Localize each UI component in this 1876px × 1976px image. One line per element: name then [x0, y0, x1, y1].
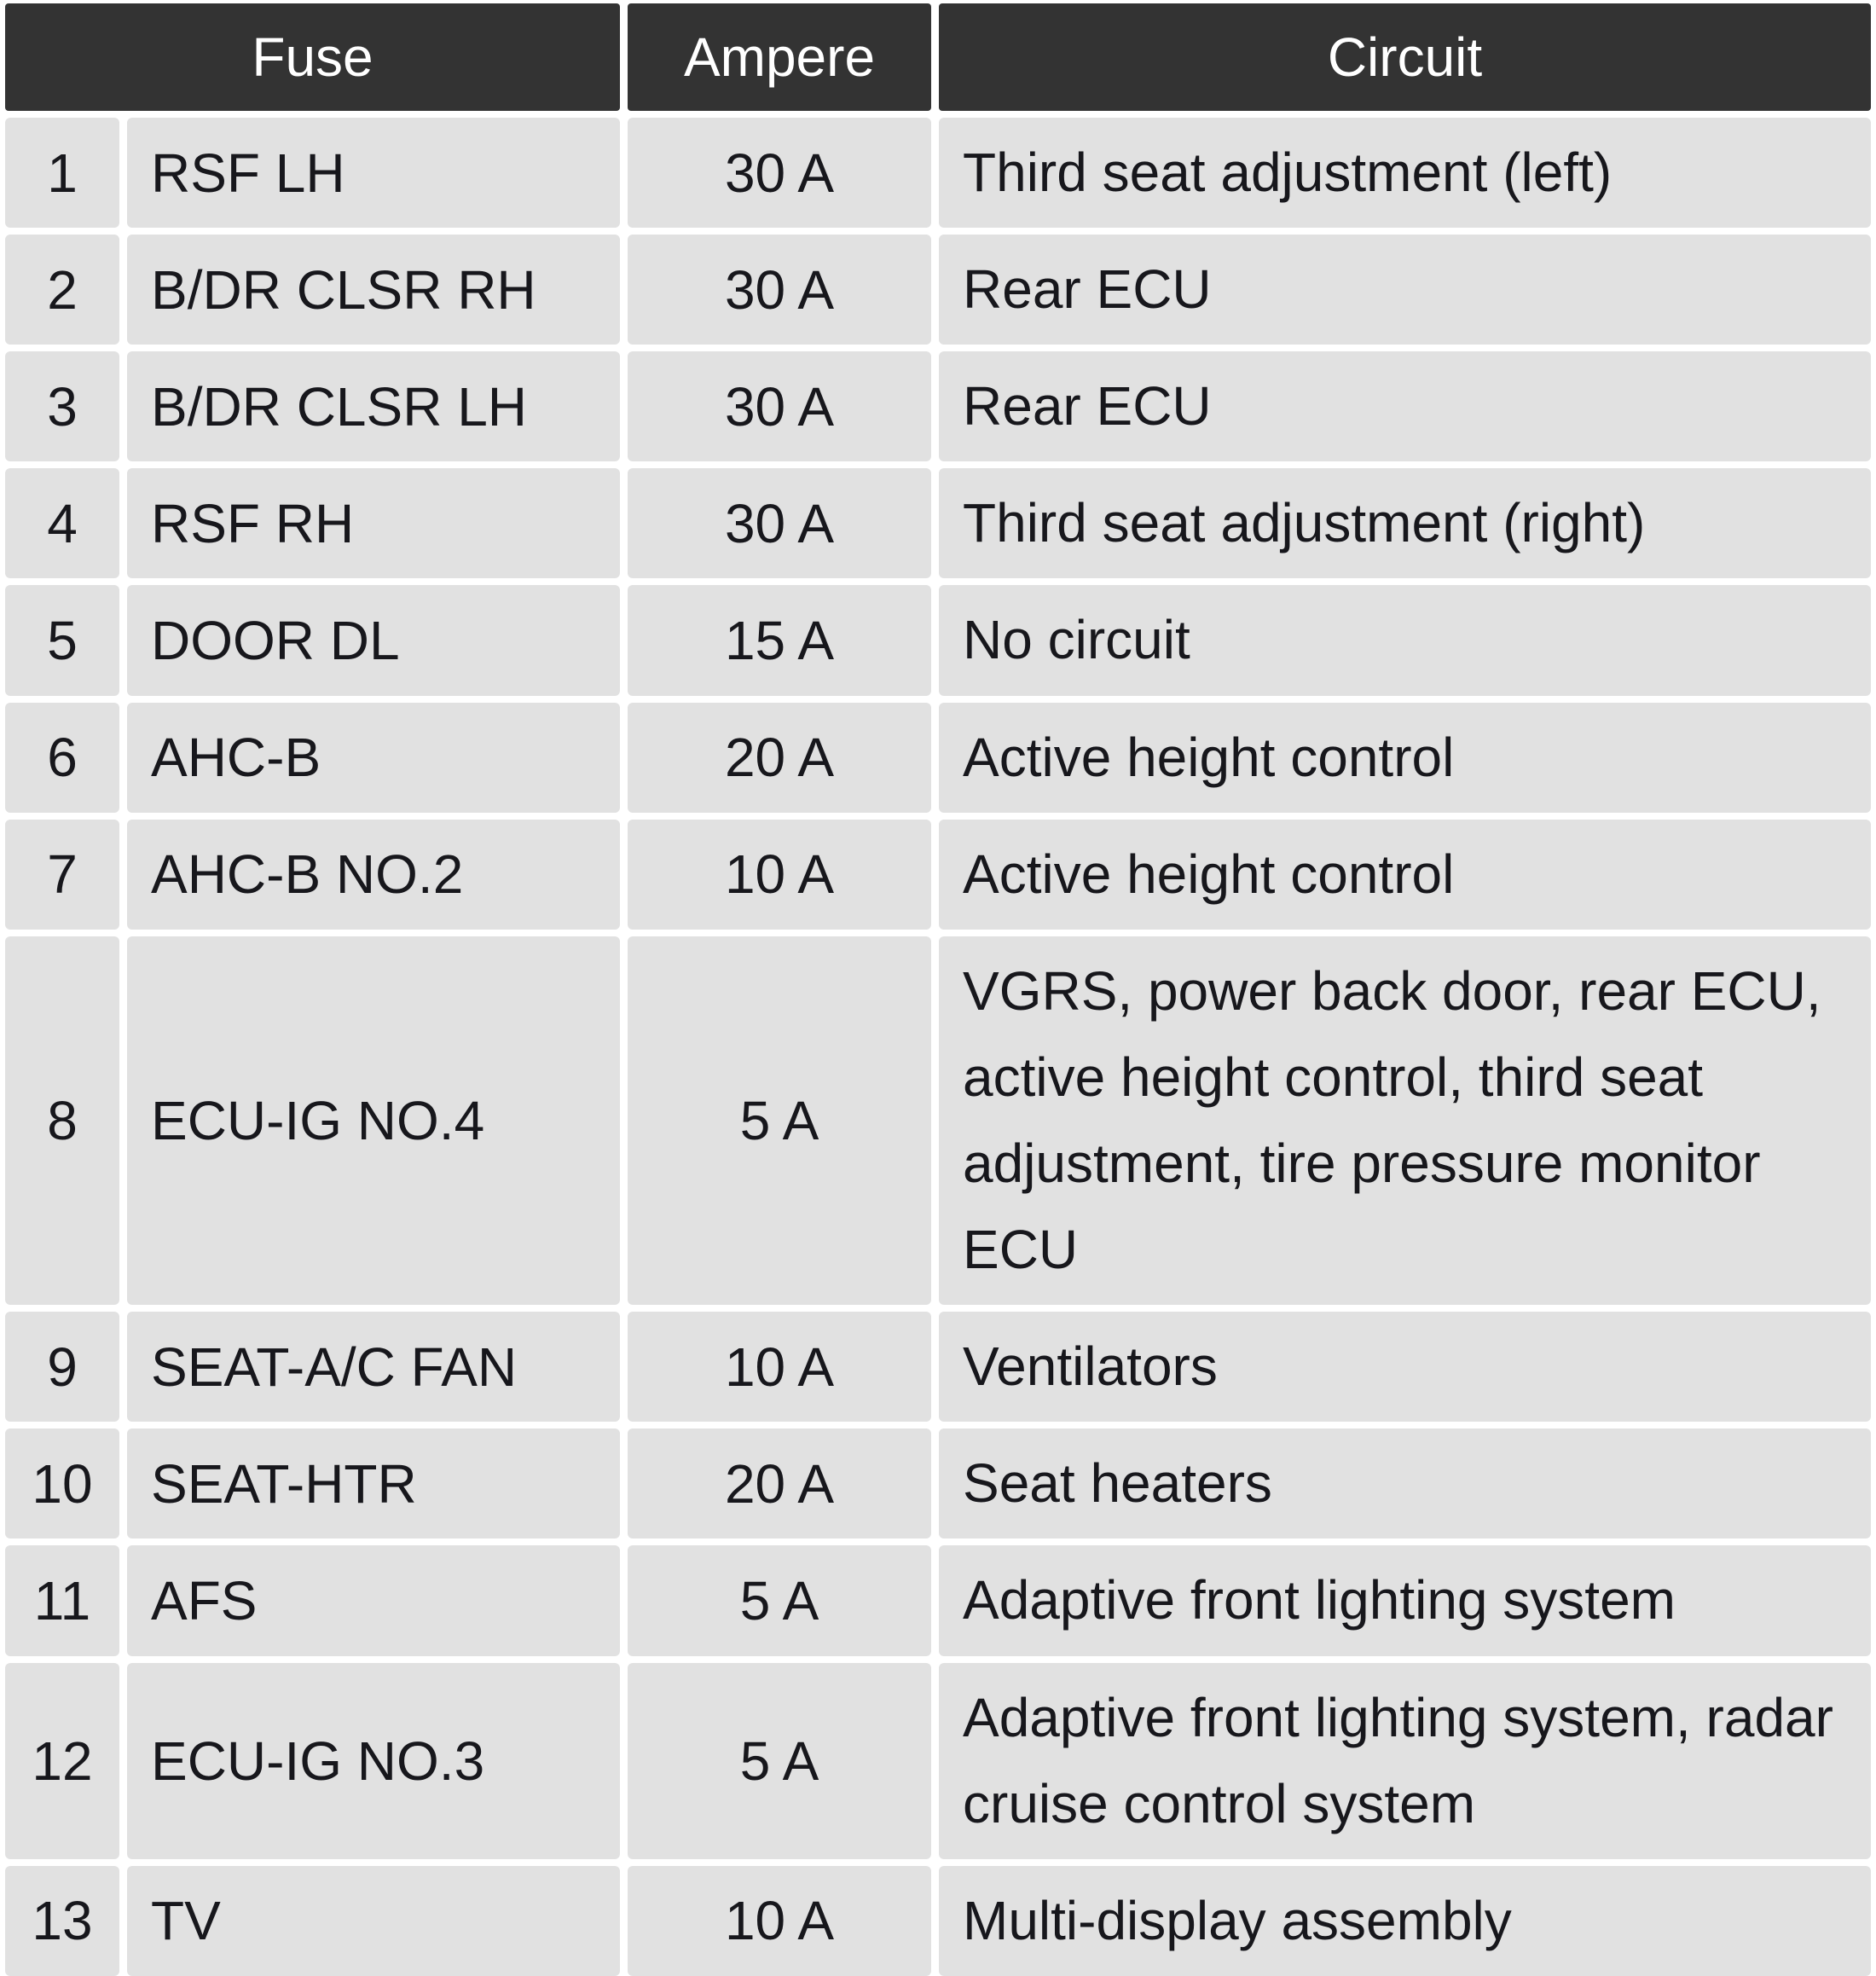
circuit-description: Ventilators [939, 1312, 1871, 1423]
header-circuit: Circuit [939, 3, 1871, 111]
row-number: 1 [5, 118, 119, 229]
fuse-name: ECU-IG NO.3 [127, 1662, 620, 1859]
fuse-table: Fuse Ampere Circuit 1 RSF LH 30 A Third … [5, 3, 1871, 1976]
table-header-row: Fuse Ampere Circuit [5, 3, 1871, 111]
fuse-name: RSF RH [127, 468, 620, 579]
table-row: 8 ECU-IG NO.4 5 A VGRS, power back door,… [5, 936, 1871, 1306]
row-number: 13 [5, 1865, 119, 1976]
circuit-description: Adaptive front lighting system, radar cr… [939, 1662, 1871, 1859]
ampere-value: 20 A [628, 702, 931, 813]
circuit-description: Multi-display assembly [939, 1865, 1871, 1976]
ampere-value: 30 A [628, 118, 931, 229]
row-number: 12 [5, 1662, 119, 1859]
row-number: 6 [5, 702, 119, 813]
table-row: 11 AFS 5 A Adaptive front lighting syste… [5, 1545, 1871, 1656]
ampere-value: 30 A [628, 235, 931, 345]
ampere-value: 20 A [628, 1428, 931, 1539]
table-row: 10 SEAT-HTR 20 A Seat heaters [5, 1428, 1871, 1539]
ampere-value: 30 A [628, 468, 931, 579]
ampere-value: 5 A [628, 1662, 931, 1859]
row-number: 11 [5, 1545, 119, 1656]
ampere-value: 10 A [628, 819, 931, 930]
table-row: 6 AHC-B 20 A Active height control [5, 702, 1871, 813]
row-number: 8 [5, 936, 119, 1306]
table-row: 3 B/DR CLSR LH 30 A Rear ECU [5, 351, 1871, 462]
fuse-name: B/DR CLSR LH [127, 351, 620, 462]
fuse-name: RSF LH [127, 118, 620, 229]
fuse-name: SEAT-HTR [127, 1428, 620, 1539]
circuit-description: Seat heaters [939, 1428, 1871, 1539]
ampere-value: 30 A [628, 351, 931, 462]
fuse-name: AHC-B NO.2 [127, 819, 620, 930]
row-number: 3 [5, 351, 119, 462]
circuit-description: Active height control [939, 702, 1871, 813]
circuit-description: Third seat adjustment (left) [939, 118, 1871, 229]
row-number: 9 [5, 1312, 119, 1423]
circuit-description: VGRS, power back door, rear ECU, active … [939, 936, 1871, 1306]
fuse-name: B/DR CLSR RH [127, 235, 620, 345]
row-number: 5 [5, 585, 119, 696]
circuit-description: Third seat adjustment (right) [939, 468, 1871, 579]
fuse-name: TV [127, 1865, 620, 1976]
row-number: 4 [5, 468, 119, 579]
circuit-description: Adaptive front lighting system [939, 1545, 1871, 1656]
table-row: 1 RSF LH 30 A Third seat adjustment (lef… [5, 118, 1871, 229]
circuit-description: Active height control [939, 819, 1871, 930]
header-fuse: Fuse [5, 3, 620, 111]
ampere-value: 10 A [628, 1865, 931, 1976]
row-number: 10 [5, 1428, 119, 1539]
row-number: 2 [5, 235, 119, 345]
circuit-description: Rear ECU [939, 351, 1871, 462]
circuit-description: Rear ECU [939, 235, 1871, 345]
ampere-value: 15 A [628, 585, 931, 696]
header-ampere: Ampere [628, 3, 931, 111]
fuse-name: DOOR DL [127, 585, 620, 696]
ampere-value: 10 A [628, 1312, 931, 1423]
table-row: 2 B/DR CLSR RH 30 A Rear ECU [5, 235, 1871, 345]
table-row: 5 DOOR DL 15 A No circuit [5, 585, 1871, 696]
fuse-name: AHC-B [127, 702, 620, 813]
table-row: 13 TV 10 A Multi-display assembly [5, 1865, 1871, 1976]
circuit-description: No circuit [939, 585, 1871, 696]
table-row: 7 AHC-B NO.2 10 A Active height control [5, 819, 1871, 930]
table-row: 4 RSF RH 30 A Third seat adjustment (rig… [5, 468, 1871, 579]
row-number: 7 [5, 819, 119, 930]
table-row: 9 SEAT-A/C FAN 10 A Ventilators [5, 1312, 1871, 1423]
table-row: 12 ECU-IG NO.3 5 A Adaptive front lighti… [5, 1662, 1871, 1859]
ampere-value: 5 A [628, 1545, 931, 1656]
fuse-name: ECU-IG NO.4 [127, 936, 620, 1306]
fuse-name: AFS [127, 1545, 620, 1656]
fuse-name: SEAT-A/C FAN [127, 1312, 620, 1423]
ampere-value: 5 A [628, 936, 931, 1306]
